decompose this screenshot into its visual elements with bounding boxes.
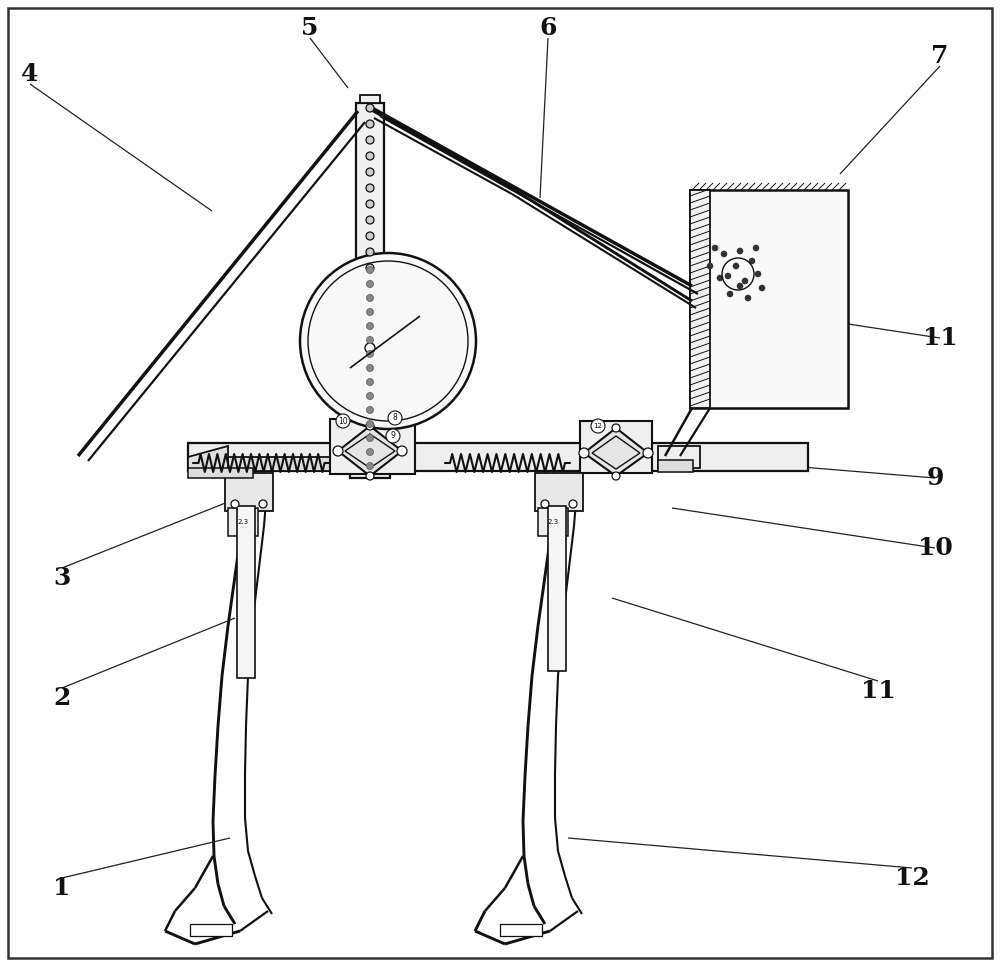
Circle shape: [367, 364, 374, 372]
Circle shape: [367, 448, 374, 456]
Circle shape: [612, 472, 620, 480]
Circle shape: [749, 258, 755, 264]
Text: 8: 8: [393, 413, 397, 422]
Circle shape: [366, 422, 374, 430]
Bar: [350, 383, 390, 478]
Circle shape: [367, 351, 374, 357]
Bar: [360, 95, 380, 103]
Bar: [190, 924, 232, 936]
Circle shape: [737, 248, 743, 254]
Text: 9: 9: [926, 466, 944, 490]
Text: 10: 10: [918, 536, 952, 560]
Text: 9: 9: [391, 432, 395, 440]
Circle shape: [367, 435, 374, 441]
Text: 11: 11: [923, 326, 957, 350]
Circle shape: [366, 216, 374, 224]
Bar: [330, 419, 415, 474]
Text: 12: 12: [594, 423, 602, 429]
Bar: [188, 443, 808, 471]
Circle shape: [367, 280, 374, 288]
Circle shape: [712, 245, 718, 251]
Text: 2: 2: [53, 686, 71, 710]
Circle shape: [755, 271, 761, 277]
Circle shape: [745, 295, 751, 301]
Circle shape: [733, 263, 739, 269]
Circle shape: [579, 448, 589, 458]
Polygon shape: [338, 426, 402, 476]
Circle shape: [742, 278, 748, 284]
Text: 6: 6: [539, 16, 557, 40]
Text: 2.3: 2.3: [237, 519, 249, 525]
Circle shape: [366, 200, 374, 208]
Circle shape: [333, 446, 343, 456]
Bar: [228, 508, 258, 536]
Circle shape: [367, 323, 374, 329]
Circle shape: [367, 267, 374, 273]
Circle shape: [367, 407, 374, 413]
Circle shape: [643, 448, 653, 458]
Circle shape: [388, 411, 402, 425]
Text: 10: 10: [338, 416, 348, 425]
Circle shape: [725, 273, 731, 279]
Circle shape: [367, 392, 374, 400]
Circle shape: [366, 184, 374, 192]
Text: 5: 5: [301, 16, 319, 40]
Circle shape: [366, 136, 374, 144]
Bar: [580, 421, 652, 473]
Bar: [237, 506, 255, 678]
Circle shape: [366, 232, 374, 240]
Circle shape: [386, 429, 400, 443]
Text: 4: 4: [21, 62, 39, 86]
Circle shape: [231, 500, 239, 508]
Circle shape: [366, 120, 374, 128]
Circle shape: [336, 414, 350, 428]
Circle shape: [367, 379, 374, 385]
Circle shape: [259, 500, 267, 508]
Bar: [356, 103, 384, 383]
Circle shape: [366, 168, 374, 176]
Circle shape: [707, 263, 713, 269]
Circle shape: [367, 336, 374, 344]
Circle shape: [367, 420, 374, 428]
Circle shape: [541, 500, 549, 508]
Circle shape: [612, 424, 620, 432]
Bar: [538, 508, 568, 536]
Circle shape: [366, 264, 374, 272]
Circle shape: [759, 285, 765, 291]
Circle shape: [569, 500, 577, 508]
Circle shape: [591, 419, 605, 433]
Circle shape: [397, 446, 407, 456]
Bar: [500, 924, 542, 936]
Circle shape: [367, 295, 374, 301]
Circle shape: [366, 104, 374, 112]
Circle shape: [753, 245, 759, 251]
Polygon shape: [584, 428, 648, 476]
Text: 11: 11: [861, 679, 895, 703]
Text: 12: 12: [895, 866, 929, 890]
Bar: [690, 190, 848, 408]
Text: 1: 1: [53, 876, 71, 900]
Circle shape: [366, 248, 374, 256]
Circle shape: [366, 152, 374, 160]
Bar: [188, 457, 348, 471]
Polygon shape: [188, 446, 228, 471]
Circle shape: [300, 253, 476, 429]
Text: 7: 7: [931, 44, 949, 68]
Circle shape: [367, 308, 374, 316]
Bar: [535, 473, 583, 511]
Bar: [690, 190, 710, 408]
Bar: [658, 446, 700, 468]
Circle shape: [721, 251, 727, 257]
Bar: [225, 473, 273, 511]
Bar: [188, 468, 253, 478]
Text: 2.3: 2.3: [547, 519, 559, 525]
Circle shape: [737, 283, 743, 289]
Text: 3: 3: [53, 566, 71, 590]
Circle shape: [366, 472, 374, 480]
Circle shape: [727, 291, 733, 297]
Bar: [658, 460, 693, 472]
Bar: [548, 506, 566, 671]
Circle shape: [717, 275, 723, 281]
Circle shape: [367, 463, 374, 469]
